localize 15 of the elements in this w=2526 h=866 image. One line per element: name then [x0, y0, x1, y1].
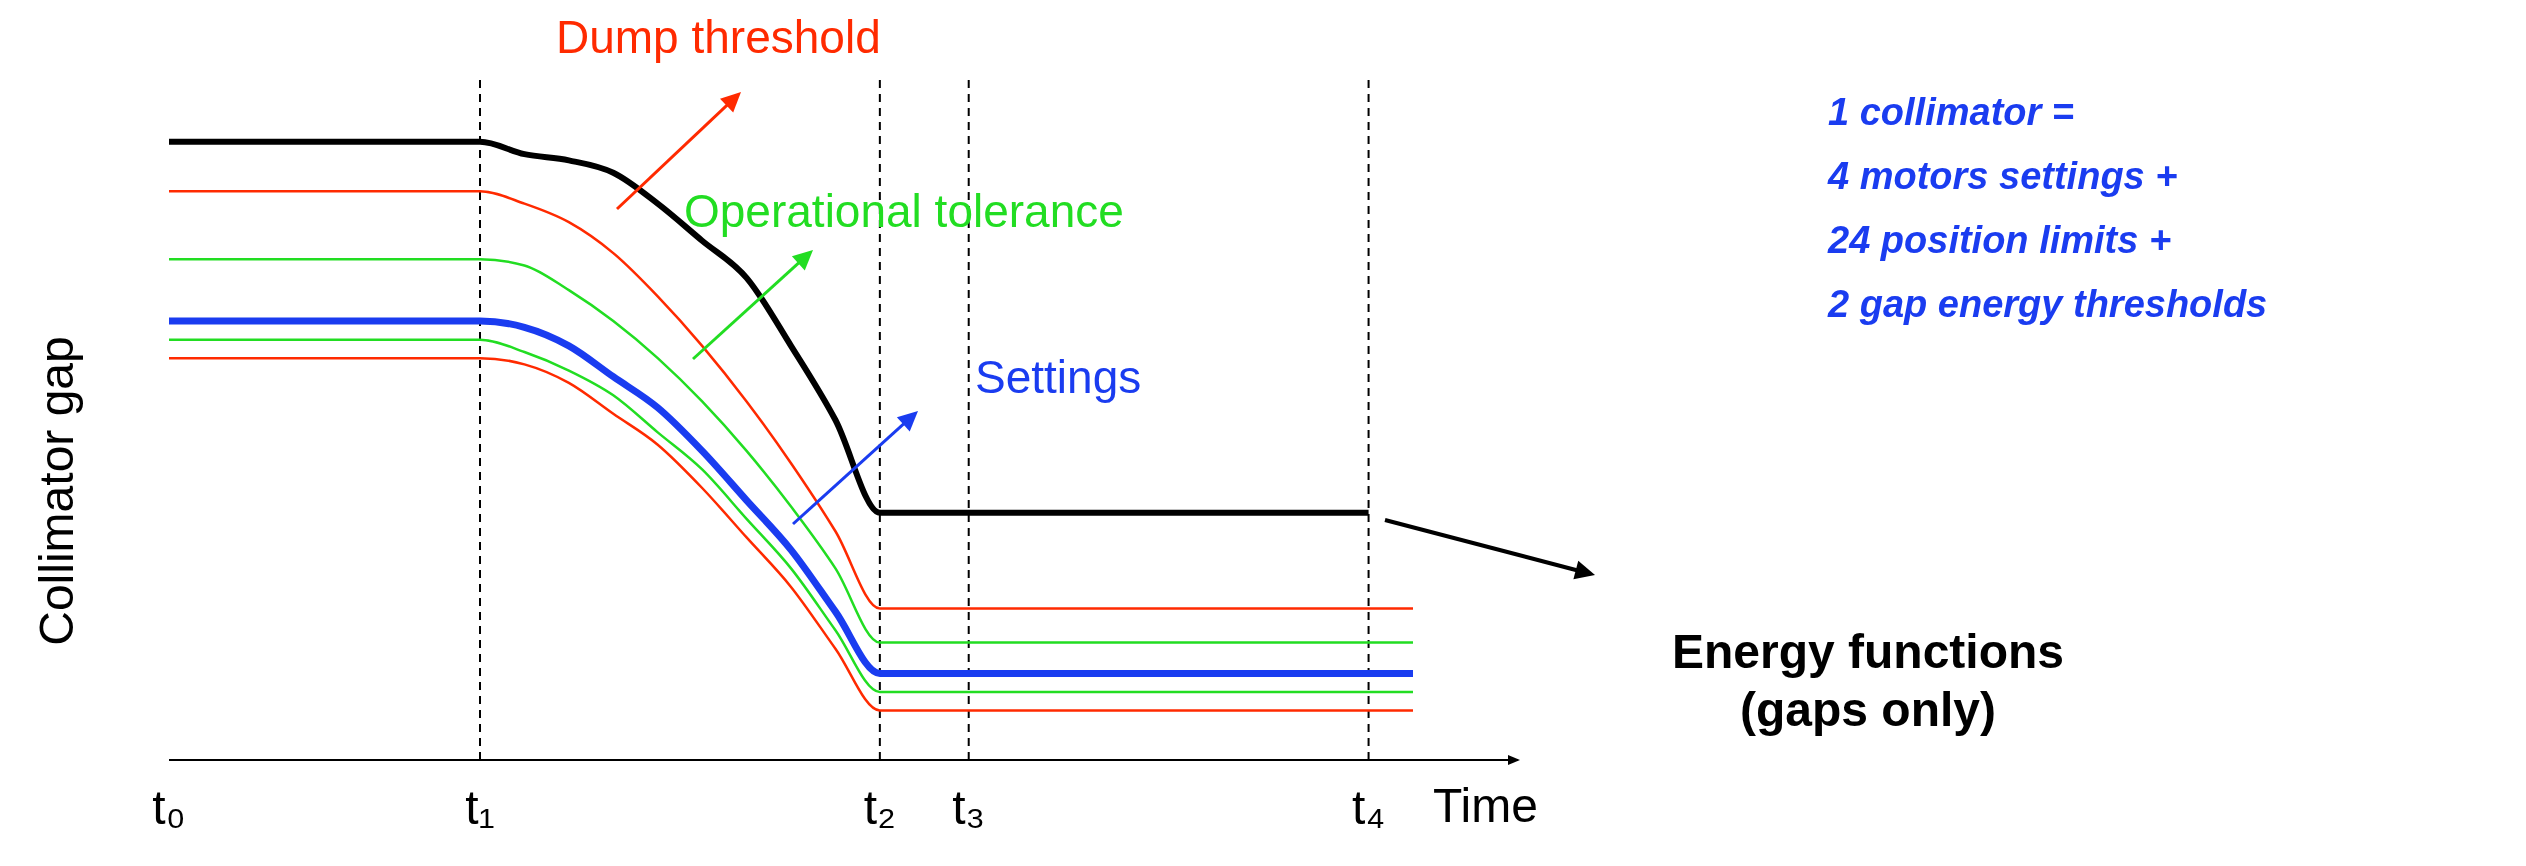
text: 2 gap energy thresholds	[1828, 282, 2268, 327]
text: Operational tolerance	[684, 184, 1124, 239]
x-tick-label: t₂	[863, 781, 896, 835]
x-tick-label: t₀	[152, 781, 186, 835]
text: 24 position limits +	[1828, 218, 2173, 263]
x-tick-label: t₄	[1352, 781, 1386, 835]
text: Energy functions (gaps only)	[1670, 624, 2065, 738]
text: Settings	[975, 350, 1142, 405]
text: Dump threshold	[556, 10, 881, 65]
y-axis-title: Collimator gap	[28, 336, 84, 646]
x-tick-label: t₁	[465, 781, 495, 835]
x-tick-label: t₃	[952, 781, 986, 835]
text: 1 collimator =	[1828, 90, 2076, 135]
text: 4 motors settings +	[1828, 154, 2179, 199]
x-axis-title: Time	[1433, 778, 1538, 833]
